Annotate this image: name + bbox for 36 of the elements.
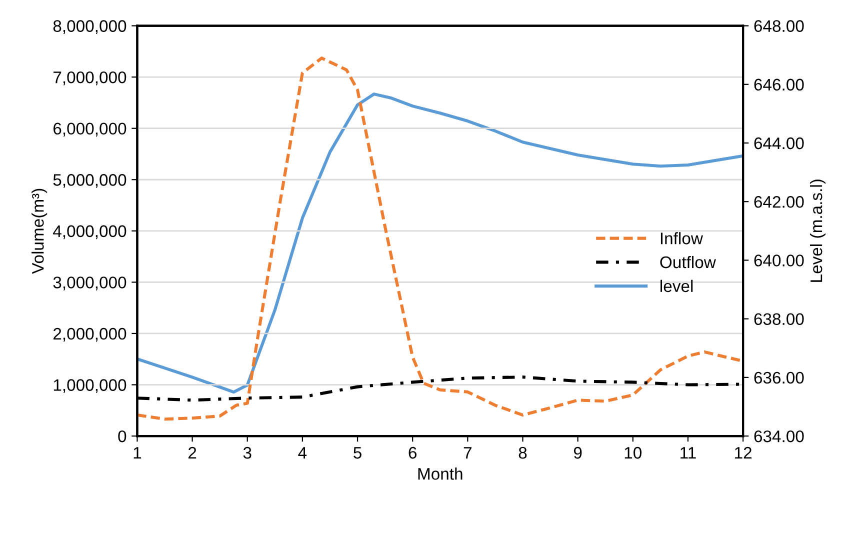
y2-tick-label: 642.00 <box>754 196 804 208</box>
y2-tick-label: 634.00 <box>754 430 804 442</box>
x-tick-label: 5 <box>354 447 362 459</box>
y-tick-label: 8,000,000 <box>53 20 126 34</box>
y2-tick-label: 644.00 <box>754 137 804 150</box>
y-tick-label: 2,000,000 <box>54 328 126 342</box>
x-tick-label: 1 <box>134 447 142 459</box>
x-tick-label: 10 <box>624 446 642 459</box>
y2-tick-label: 638.00 <box>754 313 804 326</box>
x-tick-label: 2 <box>188 446 196 459</box>
y2-tick-label: 646.00 <box>754 78 804 91</box>
x-tick-label: 11 <box>680 447 696 459</box>
y-tick-label: 4,000,000 <box>53 225 126 240</box>
y-tick-label: 6,000,000 <box>54 122 126 137</box>
y-tick-label: 5,000,000 <box>53 174 126 188</box>
legend-label: level <box>660 280 693 292</box>
y-tick-label: 0 <box>118 430 126 442</box>
y-axis-title: Volume(m³) <box>32 188 48 274</box>
y2-axis-title: Level (m.a.s.l) <box>810 180 826 282</box>
x-tick-label: 8 <box>518 446 527 459</box>
line-series <box>137 92 744 394</box>
x-tick-label: 6 <box>408 446 416 459</box>
y-tick-label: 1,000,000 <box>54 379 126 393</box>
y-tick-label: 3,000,000 <box>53 276 126 290</box>
x-tick-label: 9 <box>574 446 582 459</box>
x-axis-title: Month <box>418 468 462 480</box>
x-tick-label: 7 <box>464 447 472 459</box>
y2-tick-label: 636.00 <box>754 372 804 384</box>
legend-label: Outflow <box>660 256 716 268</box>
x-tick-label: 12 <box>735 446 752 459</box>
y2-tick-label: 640.00 <box>754 254 804 266</box>
x-tick-label: 4 <box>298 447 307 459</box>
y-tick-label: 7,000,000 <box>54 71 126 86</box>
x-tick-label: 3 <box>243 446 252 459</box>
y2-tick-label: 648.00 <box>754 20 804 32</box>
legend-label: Inflow <box>660 232 704 244</box>
